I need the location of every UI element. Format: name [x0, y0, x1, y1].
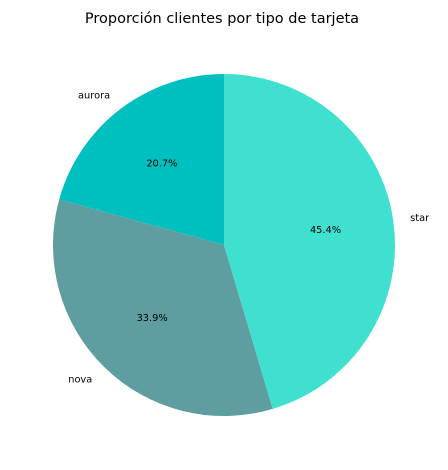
slice-pct-aurora: 20.7% — [146, 158, 177, 169]
slice-label-nova: nova — [68, 374, 92, 385]
slice-pct-star: 45.4% — [310, 225, 341, 236]
pie-slices — [53, 74, 396, 416]
slice-label-aurora: aurora — [78, 90, 110, 101]
slice-label-star: star — [410, 213, 430, 224]
pie-slice-aurora — [59, 74, 225, 245]
pie-slice-nova — [53, 199, 273, 416]
slice-pct-nova: 33.9% — [137, 313, 168, 324]
chart-title: Proporción clientes por tipo de tarjeta — [85, 11, 359, 27]
pie-slice-star — [224, 74, 396, 409]
pie-labels: aurora 20.7% nova 33.9% star 45.4% — [68, 90, 430, 385]
